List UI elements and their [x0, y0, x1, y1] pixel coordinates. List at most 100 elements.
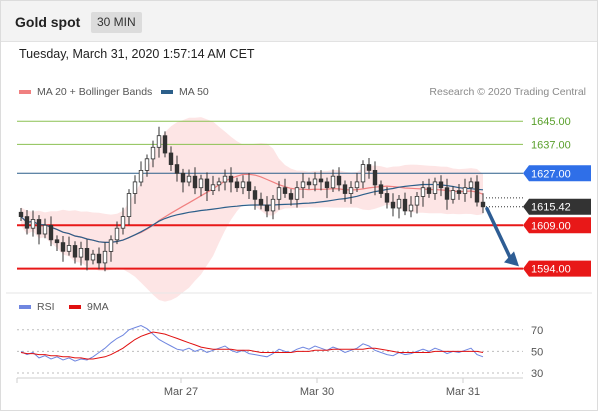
- ma9-legend-swatch: [69, 305, 81, 309]
- arrow-shaft: [485, 206, 512, 260]
- candle-45: [288, 189, 294, 206]
- current-price-tag: [523, 198, 591, 215]
- rsi-panel: 70 50 30: [17, 325, 543, 380]
- candle-10: [78, 241, 84, 266]
- moving-averages: [20, 173, 484, 244]
- timeframe-badge[interactable]: 30 MIN: [91, 12, 142, 33]
- rsi-tick-1: 50: [531, 346, 543, 358]
- candle-2: [30, 210, 36, 237]
- candle-63: [396, 194, 402, 219]
- candle-70: [438, 175, 444, 197]
- candle-7: [60, 235, 66, 262]
- time-tick-label-1: Mar 30: [300, 386, 334, 398]
- candle-32: [210, 175, 216, 195]
- candle-31: [204, 172, 210, 202]
- candle-73: [456, 183, 462, 200]
- price-levels: [17, 120, 523, 270]
- chart-legend: MA 20 + Bollinger Bands MA 50 Research ©…: [19, 86, 586, 98]
- legend-swatch-ma50: [161, 90, 173, 94]
- candle-54: [342, 180, 348, 202]
- candle-69: [432, 177, 438, 200]
- level-tag-2: [523, 165, 591, 182]
- candle-65: [408, 196, 414, 218]
- candle-55: [348, 181, 354, 204]
- candle-62: [390, 193, 396, 217]
- rsi-ma9-line: [20, 331, 484, 360]
- rsi-tick-0: 70: [531, 325, 543, 337]
- candle-61: [384, 186, 390, 209]
- candle-27: [180, 168, 186, 193]
- level-label-3: 1609.00: [531, 220, 571, 232]
- instrument-title: Gold spot: [15, 14, 81, 30]
- arrow-head: [504, 251, 519, 267]
- candle-52: [330, 169, 336, 193]
- candle-41: [264, 196, 270, 218]
- widget-header: Gold spot 30 MIN: [1, 1, 597, 42]
- chart-datetime: Tuesday, March 31, 2020 1:57:14 AM CET: [19, 47, 255, 61]
- candle-56: [354, 172, 360, 193]
- rsi-legend: RSI 9MA: [19, 301, 109, 313]
- candle-38: [246, 172, 252, 199]
- candle-60: [378, 180, 384, 198]
- candle-14: [102, 242, 108, 272]
- candlesticks: [18, 126, 486, 272]
- bollinger-band-fill: [21, 117, 483, 302]
- rsi-line: [20, 324, 484, 362]
- price-labels: 1645.00 1637.00 1627.00 1609.00 1594.00 1615.…: [523, 116, 591, 277]
- time-tick-label-2: Mar 31: [446, 386, 480, 398]
- ma9-legend-label: 9MA: [87, 301, 109, 313]
- candle-33: [216, 177, 222, 192]
- candle-18: [126, 189, 132, 226]
- legend-label-ma20: MA 20 + Bollinger Bands: [37, 86, 152, 98]
- candle-8: [66, 236, 72, 256]
- candle-40: [258, 192, 264, 210]
- candle-6: [54, 235, 60, 252]
- candle-49: [312, 172, 318, 192]
- current-price-label: 1615.42: [531, 202, 571, 214]
- candle-11: [84, 239, 90, 271]
- ma50-line: [20, 183, 484, 244]
- rsi-legend-swatch: [19, 305, 31, 309]
- candle-46: [294, 181, 300, 208]
- candle-64: [402, 192, 408, 216]
- candle-5: [48, 216, 54, 247]
- candle-44: [282, 178, 288, 198]
- candle-12: [90, 249, 96, 265]
- candle-36: [234, 177, 240, 193]
- candle-17: [120, 207, 126, 235]
- candle-23: [156, 126, 162, 158]
- candle-39: [252, 186, 258, 210]
- candle-77: [480, 193, 486, 214]
- candle-37: [240, 175, 246, 195]
- level-label-0: 1645.00: [531, 116, 571, 128]
- candle-71: [444, 178, 450, 210]
- rsi-tick-2: 30: [531, 368, 543, 380]
- candle-16: [114, 221, 120, 245]
- candle-20: [138, 161, 144, 187]
- candle-35: [228, 167, 234, 193]
- candle-30: [198, 174, 204, 197]
- candle-74: [462, 178, 468, 202]
- candle-26: [174, 155, 180, 182]
- time-axis: Mar 27 Mar 30 Mar 31: [16, 377, 523, 398]
- research-credit: Research © 2020 Trading Central: [429, 86, 586, 98]
- candle-48: [306, 177, 312, 190]
- candle-53: [336, 167, 342, 192]
- candle-0: [18, 207, 24, 221]
- legend-label-ma50: MA 50: [179, 86, 209, 98]
- candle-25: [168, 146, 174, 171]
- level-label-1: 1637.00: [531, 139, 571, 151]
- level-label-4: 1594.00: [531, 264, 571, 276]
- time-tick-label-0: Mar 27: [164, 386, 198, 398]
- candle-66: [414, 192, 420, 214]
- candle-3: [36, 215, 42, 245]
- candle-67: [420, 181, 426, 207]
- candle-29: [192, 167, 198, 195]
- candle-22: [150, 140, 156, 168]
- candle-9: [72, 241, 78, 264]
- candle-21: [144, 154, 150, 177]
- candle-68: [426, 178, 432, 198]
- candle-57: [360, 160, 366, 189]
